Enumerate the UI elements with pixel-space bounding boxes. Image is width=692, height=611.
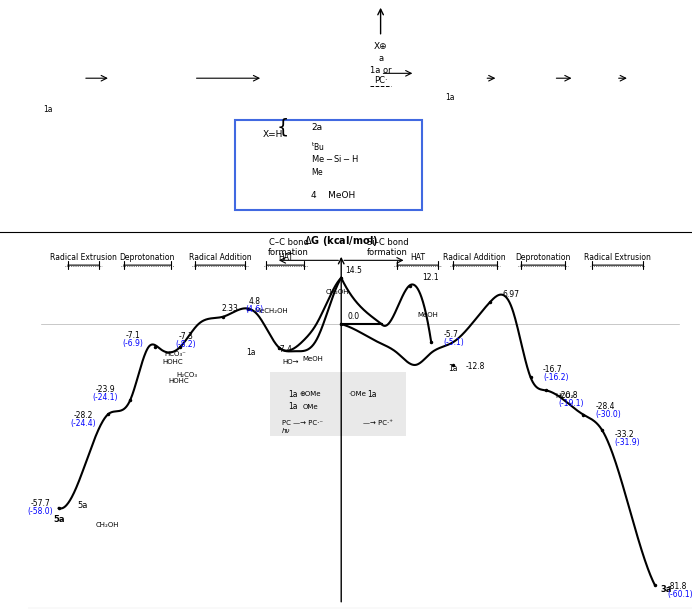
Text: X⊕: X⊕ [374,42,388,51]
Text: (-60.1): (-60.1) [667,590,692,599]
Text: $\mathregular{Me}$: $\mathregular{Me}$ [311,166,325,177]
Text: $\mathregular{Me-Si-H}$: $\mathregular{Me-Si-H}$ [311,153,359,164]
Text: -5.7: -5.7 [444,330,459,339]
Text: 5a: 5a [78,501,88,510]
Text: PC·: PC· [374,76,388,85]
Text: CH₂OH: CH₂OH [326,289,349,295]
Text: Radical Addition: Radical Addition [189,253,251,262]
Text: H₂CO₃: H₂CO₃ [176,372,198,378]
Text: (-19.1): (-19.1) [558,399,584,408]
Text: hν: hν [282,428,291,434]
Text: Si–C bond
formation: Si–C bond formation [367,238,408,257]
Text: C–C bond
formation: C–C bond formation [268,238,309,257]
Text: MeCH₂OH: MeCH₂OH [255,309,289,314]
Text: -28.2: -28.2 [74,411,93,420]
Text: (-8.2): (-8.2) [176,340,197,349]
Text: 1a: 1a [448,364,457,373]
Text: 12.1: 12.1 [422,273,439,282]
Text: Radical Extrusion: Radical Extrusion [50,253,117,262]
Text: 2.33: 2.33 [221,304,238,313]
Text: HAT: HAT [277,253,293,262]
Text: (-31.9): (-31.9) [614,439,640,447]
Text: HOHC: HOHC [168,378,189,384]
Text: Radical Addition: Radical Addition [444,253,506,262]
Text: 3a: 3a [661,585,673,595]
Text: -16.7: -16.7 [543,365,563,374]
Text: ⊕OMe: ⊕OMe [300,391,321,397]
Text: -23.9: -23.9 [95,385,115,394]
Text: (-6.9): (-6.9) [122,339,144,348]
Text: -7.4: -7.4 [278,345,293,354]
Text: -20.8: -20.8 [558,391,578,400]
Text: 1a: 1a [289,390,298,399]
Text: ·OMe: ·OMe [348,391,365,397]
Text: PC —→ PC·⁻: PC —→ PC·⁻ [282,420,323,426]
Text: (-5.1): (-5.1) [444,338,464,347]
Text: HCO₃⁻: HCO₃⁻ [556,393,577,399]
Text: {: { [277,117,289,137]
Text: $\mathregular{^{t}Bu}$: $\mathregular{^{t}Bu}$ [311,141,325,153]
Text: 1a: 1a [289,403,298,411]
Text: 6.97: 6.97 [502,290,520,299]
Text: 1a: 1a [44,106,53,114]
Text: -81.8: -81.8 [667,582,686,591]
Text: HCO₃⁻: HCO₃⁻ [164,351,186,357]
Text: —→ PC·⁺: —→ PC·⁺ [363,420,393,426]
Text: 5a: 5a [53,515,65,524]
Text: -28.4: -28.4 [596,403,615,411]
Text: -7.3: -7.3 [179,332,194,341]
Text: 0.0: 0.0 [347,312,360,321]
Text: (-30.0): (-30.0) [596,411,621,419]
Text: -12.8: -12.8 [466,362,485,371]
Text: 1a: 1a [367,390,377,399]
Text: CH₂OH: CH₂OH [96,522,120,528]
Text: -7.1: -7.1 [126,331,140,340]
Text: 14.5: 14.5 [345,266,362,275]
Text: 2a: 2a [311,123,322,131]
Text: OMe: OMe [302,404,318,410]
Text: HOHC: HOHC [162,359,183,365]
Text: 1a: 1a [445,93,455,102]
Text: (-24.4): (-24.4) [71,419,96,428]
Text: Radical Extrusion: Radical Extrusion [584,253,651,262]
Text: MeOH: MeOH [303,356,324,362]
Text: HAT: HAT [410,253,425,262]
Text: Deprotonation: Deprotonation [120,253,175,262]
Text: (-16.2): (-16.2) [543,373,569,382]
Text: MeOH: MeOH [418,312,439,318]
FancyBboxPatch shape [235,120,422,210]
Text: (4.6): (4.6) [245,304,264,313]
Text: 4    MeOH: 4 MeOH [311,191,356,200]
Text: 4.8: 4.8 [248,296,260,306]
Text: a: a [378,54,383,63]
Text: -33.2: -33.2 [614,431,634,439]
Text: 1a or: 1a or [370,66,392,75]
Text: Deprotonation: Deprotonation [516,253,571,262]
Text: X=H: X=H [263,130,283,139]
Text: HO→: HO→ [282,359,299,365]
Text: (-58.0): (-58.0) [27,507,53,516]
Text: (-24.1): (-24.1) [93,393,118,402]
FancyBboxPatch shape [270,372,406,436]
Text: -57.7: -57.7 [30,499,50,508]
Text: 1a: 1a [246,348,256,357]
Text: $\Delta$G (kcal/mol): $\Delta$G (kcal/mol) [304,233,379,247]
